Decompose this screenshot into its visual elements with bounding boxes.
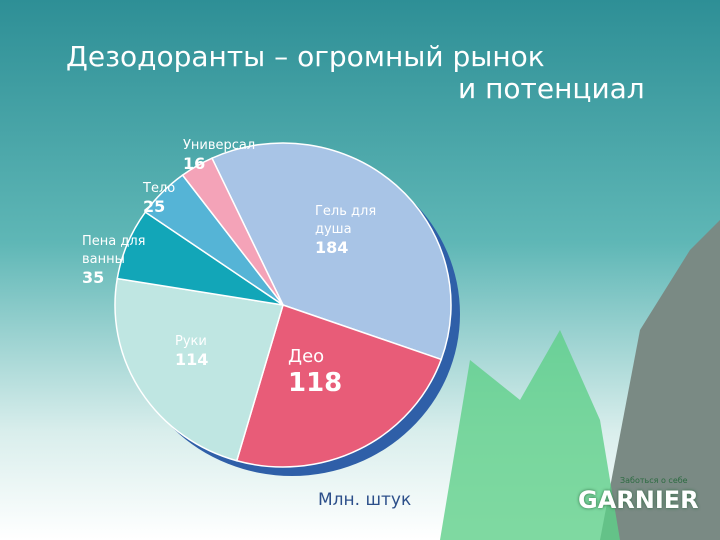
value-label: 118	[288, 368, 343, 398]
value-label: 184	[315, 238, 349, 257]
title-line: Дезодоранты – огромный рынок	[66, 40, 545, 73]
unit-label: Млн. штук	[318, 490, 412, 510]
category-name: Универсал	[183, 138, 256, 153]
value-label: 114	[175, 350, 209, 369]
category-name: Руки	[175, 334, 207, 349]
value-label: 35	[82, 268, 105, 287]
category-name: Тело	[143, 181, 176, 196]
slice-label: Гель для душа 184	[315, 203, 415, 257]
pie-slice	[210, 142, 452, 361]
value-label: 16	[183, 154, 206, 173]
brand-tagline: Заботься о себе	[620, 476, 688, 485]
category-name: Део	[288, 346, 325, 367]
slice-label: Део 118	[288, 346, 358, 398]
brand-name: GARNIER	[578, 486, 699, 514]
title-line: и потенциал	[458, 72, 645, 105]
rock	[600, 220, 720, 540]
pie-slice	[181, 157, 284, 306]
slice-label: Пена для ванны 35	[82, 233, 152, 287]
slice-label: Тело 25	[143, 180, 213, 216]
slice-label: Руки 114	[175, 333, 245, 369]
slice-label: Универсал 16	[183, 137, 256, 173]
category-name: Пена для ванны	[82, 234, 146, 267]
value-label: 25	[143, 197, 166, 216]
crystals	[440, 330, 620, 540]
pie-slice	[114, 277, 284, 462]
category-name: Гель для душа	[315, 204, 377, 237]
pie-slice	[235, 304, 443, 468]
